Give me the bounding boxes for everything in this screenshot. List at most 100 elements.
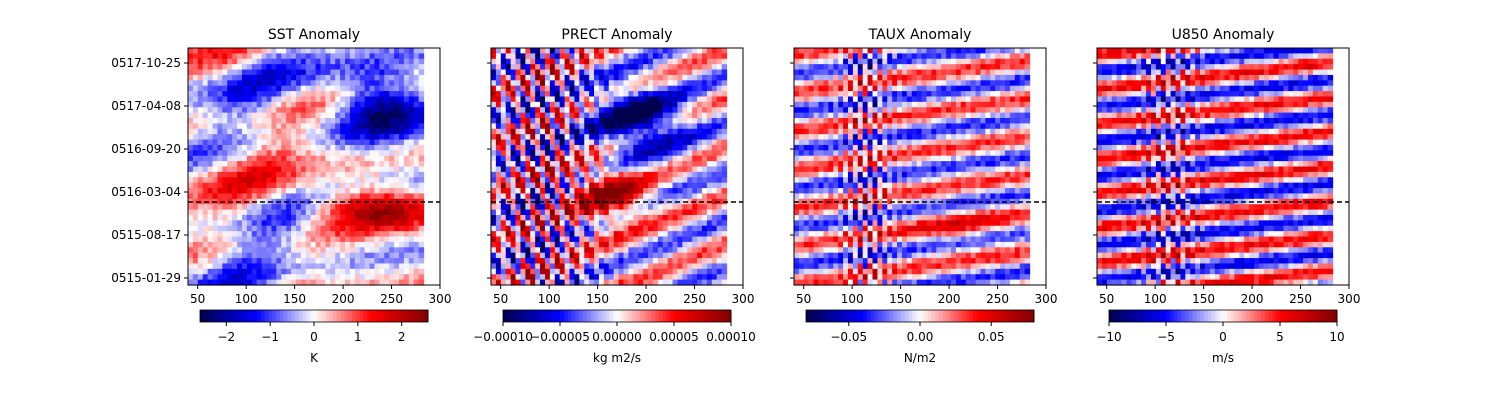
heatmap-cell xyxy=(247,48,253,54)
heatmap-cell xyxy=(379,274,385,280)
heatmap-cell xyxy=(247,204,253,210)
heatmap-cell xyxy=(907,96,913,102)
heatmap-cell xyxy=(1005,96,1011,102)
heatmap-cell xyxy=(419,96,425,102)
heatmap-cell xyxy=(668,129,674,135)
heatmap-cell xyxy=(409,263,415,269)
heatmap-cell xyxy=(560,107,566,113)
heatmap-cell xyxy=(682,59,688,65)
heatmap-cell xyxy=(843,96,849,102)
heatmap-cell xyxy=(658,86,664,92)
heatmap-cell xyxy=(599,210,605,216)
heatmap-cell xyxy=(355,118,361,124)
heatmap-cell xyxy=(355,269,361,275)
heatmap-cell xyxy=(722,220,728,226)
heatmap-cell xyxy=(902,91,908,97)
heatmap-cell xyxy=(198,96,204,102)
heatmap-cell xyxy=(648,118,654,124)
heatmap-cell xyxy=(227,167,233,173)
heatmap-cell xyxy=(242,129,248,135)
heatmap-cell xyxy=(330,156,336,162)
heatmap-cell xyxy=(638,237,644,243)
heatmap-cell xyxy=(931,80,937,86)
heatmap-cell xyxy=(643,70,649,76)
heatmap-cell xyxy=(594,258,600,264)
heatmap-cell xyxy=(335,220,341,226)
heatmap-cell xyxy=(330,172,336,178)
heatmap-cell xyxy=(203,123,209,129)
heatmap-cell xyxy=(525,113,531,119)
heatmap-cell xyxy=(262,237,268,243)
heatmap-cell xyxy=(570,177,576,183)
heatmap-cell xyxy=(633,140,639,146)
heatmap-cell xyxy=(394,188,400,194)
heatmap-cell xyxy=(692,156,698,162)
heatmap-cell xyxy=(222,204,228,210)
heatmap-cell xyxy=(677,177,683,183)
heatmap-cell xyxy=(828,80,834,86)
heatmap-cell xyxy=(712,204,718,210)
heatmap-cell xyxy=(560,53,566,59)
heatmap-cell xyxy=(873,102,879,108)
heatmap-cell xyxy=(525,86,531,92)
heatmap-cell xyxy=(907,86,913,92)
heatmap-cell xyxy=(619,70,625,76)
heatmap-cell xyxy=(535,167,541,173)
heatmap-cell xyxy=(379,237,385,243)
heatmap-cell xyxy=(516,269,522,275)
heatmap-cell xyxy=(325,226,331,232)
heatmap-cell xyxy=(262,231,268,237)
colorbar-segment xyxy=(219,310,223,322)
heatmap-cell xyxy=(506,167,512,173)
heatmap-cell xyxy=(311,91,317,97)
heatmap-cell xyxy=(579,113,585,119)
heatmap-cell xyxy=(995,59,1001,65)
heatmap-cell xyxy=(399,86,405,92)
heatmap-cell xyxy=(198,145,204,151)
heatmap-cell xyxy=(222,53,228,59)
heatmap-cell xyxy=(267,86,273,92)
heatmap-cell xyxy=(604,59,610,65)
heatmap-cell xyxy=(281,118,287,124)
heatmap-cell xyxy=(540,70,546,76)
heatmap-cell xyxy=(301,91,307,97)
heatmap-cell xyxy=(316,156,322,162)
heatmap-cell xyxy=(819,53,825,59)
heatmap-cell xyxy=(653,258,659,264)
heatmap-cell xyxy=(384,145,390,151)
heatmap-cell xyxy=(501,70,507,76)
heatmap-cell xyxy=(281,70,287,76)
heatmap-cell xyxy=(717,183,723,189)
heatmap-cell xyxy=(682,123,688,129)
heatmap-cell xyxy=(956,48,962,54)
heatmap-cell xyxy=(374,231,380,237)
heatmap-cell xyxy=(389,107,395,113)
heatmap-cell xyxy=(222,129,228,135)
heatmap-cell xyxy=(697,263,703,269)
heatmap-cell xyxy=(267,177,273,183)
heatmap-cell xyxy=(584,274,590,280)
heatmap-cell xyxy=(574,70,580,76)
heatmap-cell xyxy=(550,91,556,97)
heatmap-cell xyxy=(257,150,263,156)
heatmap-cell xyxy=(525,183,531,189)
heatmap-cell xyxy=(668,188,674,194)
colorbar-tick-label: −0.00005 xyxy=(530,330,590,344)
heatmap-cell xyxy=(540,118,546,124)
heatmap-cell xyxy=(365,96,371,102)
heatmap-cell xyxy=(340,118,346,124)
heatmap-cell xyxy=(232,102,238,108)
heatmap-cell xyxy=(858,107,864,113)
heatmap-cell xyxy=(370,183,376,189)
heatmap-cell xyxy=(926,80,932,86)
heatmap-cell xyxy=(301,269,307,275)
colorbar-segment xyxy=(230,310,234,322)
heatmap-cell xyxy=(560,172,566,178)
heatmap-cell xyxy=(702,134,708,140)
heatmap-cell xyxy=(653,226,659,232)
heatmap-cell xyxy=(560,247,566,253)
heatmap-cell xyxy=(355,210,361,216)
heatmap-cell xyxy=(722,59,728,65)
heatmap-cell xyxy=(1015,53,1021,59)
heatmap-cell xyxy=(794,64,800,70)
